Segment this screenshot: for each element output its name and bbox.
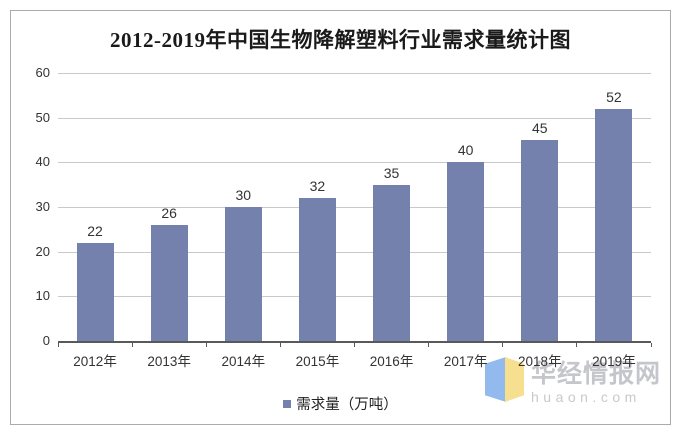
y-axis-label-0: 0: [42, 333, 50, 348]
y-axis-labels: 0 10 20 30 40 50 60: [14, 65, 50, 348]
x-axis-label-2019年: 2019年: [592, 354, 636, 369]
bar-2019年: 52: [595, 89, 633, 341]
y-axis-label-40: 40: [35, 154, 50, 170]
bar-2012年: 22: [76, 223, 114, 341]
bar-slot-2012年: 22: [58, 73, 132, 341]
watermark: 华经情报网 huaon.com: [485, 357, 661, 405]
bar-slot-2017年: 40: [429, 73, 503, 341]
watermark-text: 华经情报网 huaon.com: [531, 362, 661, 405]
bar-2015年: 32: [298, 178, 336, 341]
gridline-60: [58, 73, 651, 74]
bar-value-label-2017年: 40: [457, 142, 474, 159]
x-axis-label-2017年: 2017年: [443, 354, 488, 369]
legend-label: 需求量（万吨）: [296, 397, 398, 413]
bar-2016年: 35: [373, 165, 411, 341]
bar-2018年: 45: [521, 120, 559, 341]
x-axis-label-2012年: 2012年: [73, 354, 117, 369]
bar-slot-2014年: 30: [206, 73, 280, 341]
bar-2014年: 30: [224, 187, 262, 341]
gridline-50: [58, 117, 651, 119]
bar-slot-2018年: 45: [503, 73, 577, 341]
bar-value-label-2015年: 32: [309, 178, 326, 195]
y-axis-label-10: 10: [35, 288, 50, 304]
x-axis-tick: [205, 343, 207, 347]
bar-value-label-2019年: 52: [606, 88, 622, 105]
x-axis-ticks: [57, 341, 652, 347]
bar-value-label-2014年: 30: [235, 187, 252, 203]
x-axis-tick: [354, 343, 355, 347]
y-axis-label-20: 20: [35, 243, 50, 259]
x-axis-label-2016年: 2016年: [369, 354, 414, 369]
bar-slot-2015年: 32: [280, 73, 354, 341]
x-axis-tick: [57, 343, 59, 347]
x-axis-label-2018年: 2018年: [518, 354, 562, 369]
x-axis-tick: [279, 343, 281, 347]
y-axis-label-60: 60: [35, 65, 50, 80]
huaon-logo-icon: [485, 357, 524, 402]
gridline-20: [58, 251, 651, 253]
legend-marker-icon: [283, 399, 292, 408]
x-axis-tick: [650, 343, 652, 347]
gridline-40: [58, 162, 651, 164]
gridline-10: [58, 296, 651, 298]
bar-slot-2016年: 35: [355, 73, 429, 341]
bar-2013年: 26: [150, 205, 188, 341]
x-axis-label-2015年: 2015年: [295, 354, 340, 369]
x-axis-label-2014年: 2014年: [221, 354, 266, 369]
x-axis-tick: [576, 343, 578, 347]
bar-slot-2019年: 52: [577, 73, 651, 341]
watermark-site-url: huaon.com: [531, 389, 641, 405]
watermark-site-name: 华经情报网: [531, 360, 662, 388]
bar-slot-2013年: 26: [132, 73, 206, 341]
bar-value-label-2018年: 45: [532, 120, 548, 136]
bar-2017年: 40: [447, 142, 485, 341]
gridline-30: [58, 207, 651, 208]
chart-frame: 2012-2019年中国生物降解塑料行业需求量统计图 0 10 20 30 40 50 60…: [10, 10, 671, 425]
x-axis-tick: [502, 343, 504, 347]
x-axis-tick: [428, 343, 430, 347]
y-axis-label-50: 50: [35, 109, 50, 125]
plot-area: 0 10 20 30 40 50 60 22 26 30 32 35 40 45 52 2012年 2013…: [36, 65, 652, 369]
logo-blue-page: [485, 357, 506, 402]
logo-yellow-page: [505, 357, 524, 402]
bar-value-label-2012年: 22: [87, 222, 103, 239]
bar-value-label-2013年: 26: [161, 204, 177, 221]
x-axis-label-2013年: 2013年: [147, 354, 191, 369]
x-axis-tick: [131, 343, 133, 347]
bar-value-label-2016年: 35: [383, 164, 400, 181]
y-axis-label-30: 30: [35, 199, 50, 214]
legend: 需求量（万吨）: [11, 393, 670, 414]
chart-title: 2012-2019年中国生物降解塑料行业需求量统计图: [110, 28, 571, 52]
x-axis-labels: 2012年 2013年 2014年 2015年 2016年 2017年 2018年 2019年: [58, 350, 651, 370]
bars-row: 22 26 30 32 35 40 45 52: [58, 73, 651, 341]
